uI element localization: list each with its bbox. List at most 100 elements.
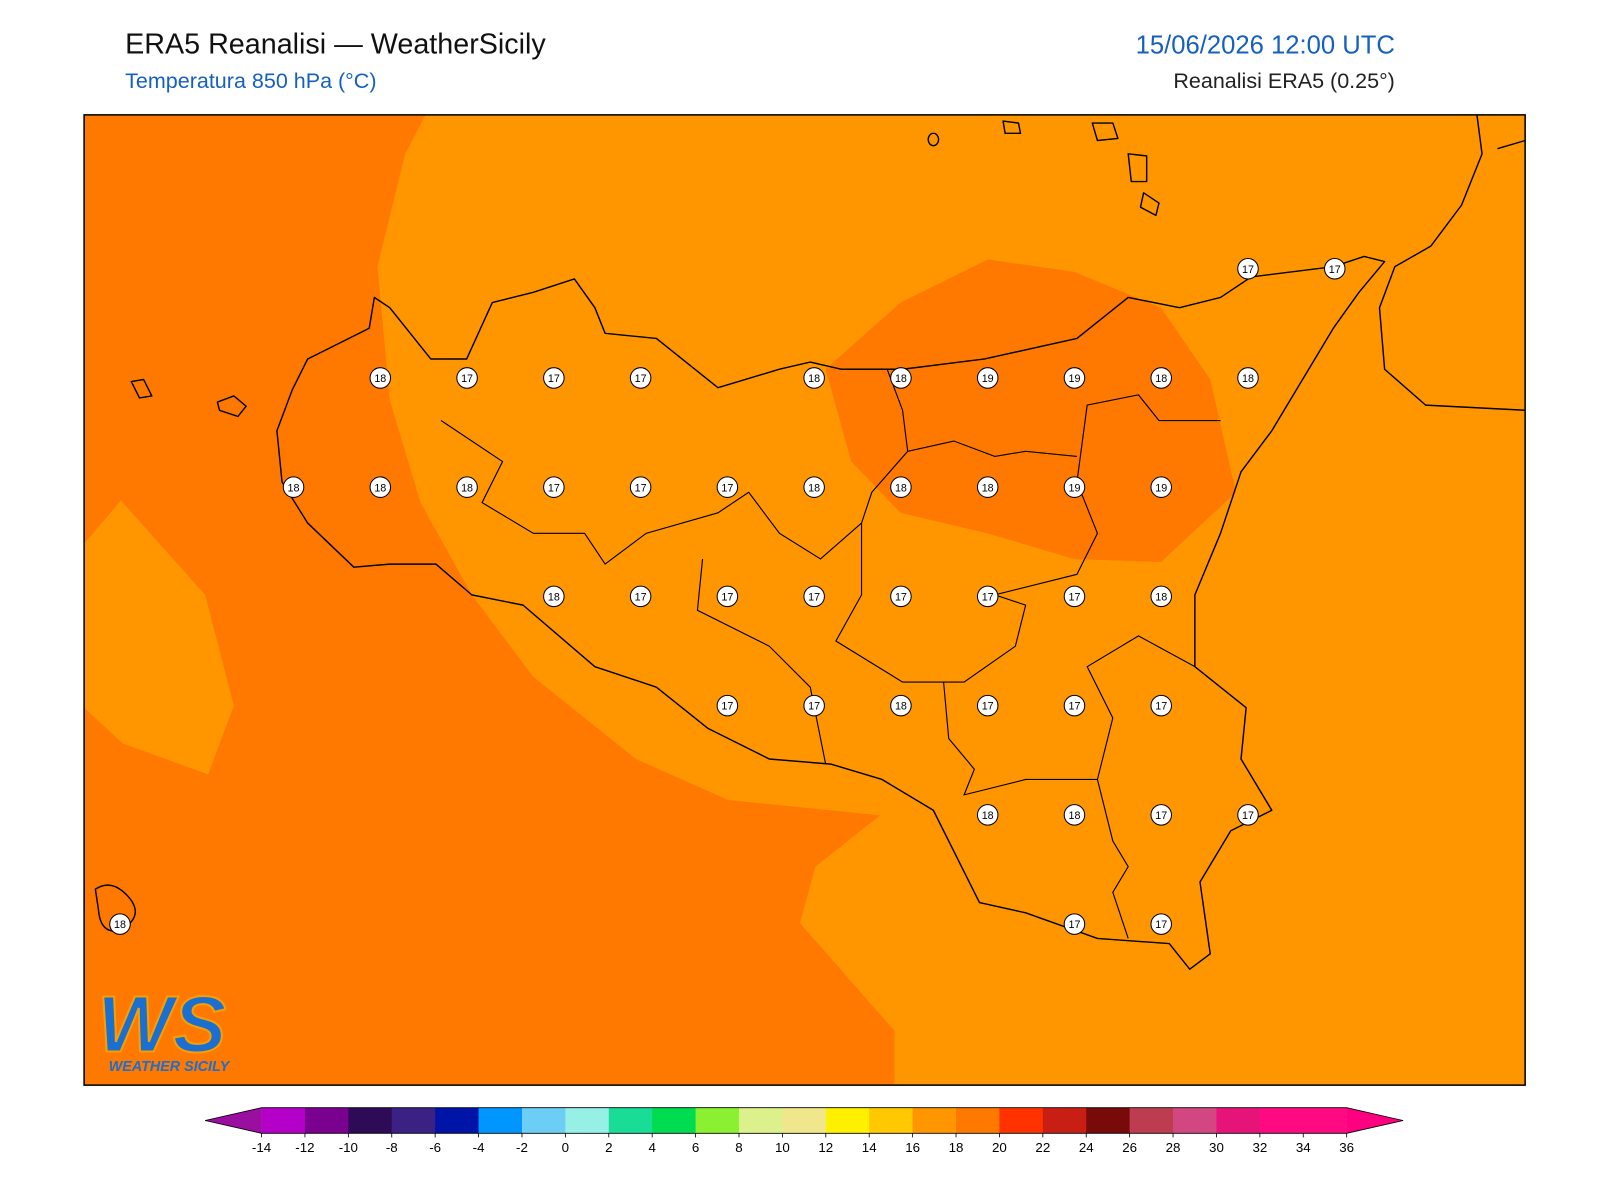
station-marker xyxy=(456,367,478,389)
field-18-20 xyxy=(825,259,1236,563)
colorbar-box xyxy=(956,1107,1000,1134)
colorbar-tick-label: 6 xyxy=(692,1140,699,1155)
title: ERA5 Reanalisi — WeatherSicily xyxy=(125,28,546,60)
colorbar-tick-label: 16 xyxy=(905,1140,920,1155)
station-marker xyxy=(543,367,565,389)
map-frame xyxy=(83,114,1526,1086)
station-value: 17 xyxy=(548,373,560,385)
station-value: 19 xyxy=(982,373,994,385)
station-value: 18 xyxy=(1068,810,1080,822)
station-value: 18 xyxy=(895,373,907,385)
station-marker xyxy=(716,585,739,608)
province-border xyxy=(943,635,1196,796)
colorbar-tick-label: -8 xyxy=(386,1140,398,1155)
station-value: 17 xyxy=(1155,919,1167,931)
colorbar-box xyxy=(1042,1107,1087,1134)
colorbar-box xyxy=(652,1107,697,1134)
station-marker xyxy=(369,367,392,389)
station-value: 17 xyxy=(808,592,820,604)
colorbar-tick-label: 14 xyxy=(862,1140,877,1155)
field-16-18 xyxy=(84,500,234,775)
colorbar-over xyxy=(1346,1107,1404,1134)
station-marker xyxy=(629,585,652,608)
station-value: 17 xyxy=(635,482,647,494)
colorbar-tick-label: -4 xyxy=(473,1140,485,1155)
station-marker xyxy=(976,804,999,826)
station-marker xyxy=(716,694,739,717)
colorbar-tick-label: -6 xyxy=(429,1140,441,1155)
station-marker xyxy=(976,476,999,498)
station-marker xyxy=(543,585,565,608)
station-value: 17 xyxy=(1242,810,1254,822)
station-value: 19 xyxy=(1068,373,1080,385)
station-marker xyxy=(629,367,652,389)
station-marker xyxy=(803,694,825,717)
station-marker xyxy=(369,476,392,498)
station-value: 17 xyxy=(721,482,733,494)
station-value: 18 xyxy=(808,482,820,494)
station-marker xyxy=(890,476,912,498)
map: 17 17 18 17 17 17 18 18 19 19 18 18 18 18 18 17 17 17 18 18… xyxy=(83,114,1526,1086)
station-value: 19 xyxy=(1068,482,1080,494)
colorbar-box xyxy=(478,1107,523,1134)
colorbar-tick-label: 12 xyxy=(818,1140,833,1155)
station-value: 18 xyxy=(548,592,560,604)
station-value: 18 xyxy=(114,919,126,931)
station-marker xyxy=(890,367,912,389)
colorbar-box xyxy=(738,1107,783,1134)
station-value: 17 xyxy=(895,592,907,604)
station-value: 17 xyxy=(721,701,733,713)
station-value: 18 xyxy=(895,482,907,494)
colorbar-box xyxy=(1173,1107,1217,1134)
colorbar-box xyxy=(1086,1107,1131,1134)
colorbar-box xyxy=(391,1107,436,1134)
source: Reanalisi ERA5 (0.25°) xyxy=(1173,69,1394,93)
province-border xyxy=(440,369,909,565)
logo-mark: WS xyxy=(97,979,226,1068)
station-value: 18 xyxy=(1242,373,1254,385)
colorbar-box xyxy=(435,1107,480,1134)
station-marker xyxy=(890,585,912,608)
colorbar-tick-label: 32 xyxy=(1252,1140,1267,1155)
province-border xyxy=(907,440,1077,457)
station-value: 17 xyxy=(1068,701,1080,713)
colorbar-tick-label: 30 xyxy=(1209,1140,1224,1155)
station-value: 17 xyxy=(635,373,647,385)
station-marker xyxy=(1063,367,1086,389)
colorbar-box xyxy=(304,1107,349,1134)
colorbar-tick-label: 0 xyxy=(562,1140,569,1155)
coastline xyxy=(276,255,1386,970)
colorbar-box xyxy=(869,1107,914,1134)
station-value: 17 xyxy=(1068,592,1080,604)
colorbar-tick-label: -10 xyxy=(339,1140,358,1155)
colorbar-tick-label: -14 xyxy=(252,1140,272,1155)
colorbar-box xyxy=(782,1107,827,1134)
colorbar-tick-label: 36 xyxy=(1339,1140,1354,1155)
station-value: 17 xyxy=(1329,264,1341,276)
station-marker xyxy=(1237,367,1259,389)
station-marker xyxy=(1063,585,1086,608)
station-marker xyxy=(1237,257,1259,280)
station-marker xyxy=(803,585,825,608)
station-marker xyxy=(1150,694,1172,717)
colorbar-box xyxy=(261,1107,306,1134)
station-marker xyxy=(1150,913,1172,935)
station-value: 18 xyxy=(288,482,300,494)
province-border xyxy=(1096,779,1129,939)
station-marker xyxy=(543,476,565,498)
station-marker xyxy=(282,476,305,498)
colorbar-tick-label: 20 xyxy=(992,1140,1007,1155)
colorbar-under xyxy=(205,1107,262,1134)
colorbar-box xyxy=(1259,1107,1304,1134)
station-value: 18 xyxy=(895,701,907,713)
colorbar-tick-label: 4 xyxy=(648,1140,656,1155)
colorbar-box xyxy=(348,1107,393,1134)
station-marker xyxy=(1150,367,1172,389)
subtitle: Temperatura 850 hPa (°C) xyxy=(125,69,376,93)
station-marker xyxy=(803,476,825,498)
station-value: 18 xyxy=(374,482,386,494)
station-marker xyxy=(1063,913,1086,935)
colorbar-tick-label: 10 xyxy=(775,1140,790,1155)
